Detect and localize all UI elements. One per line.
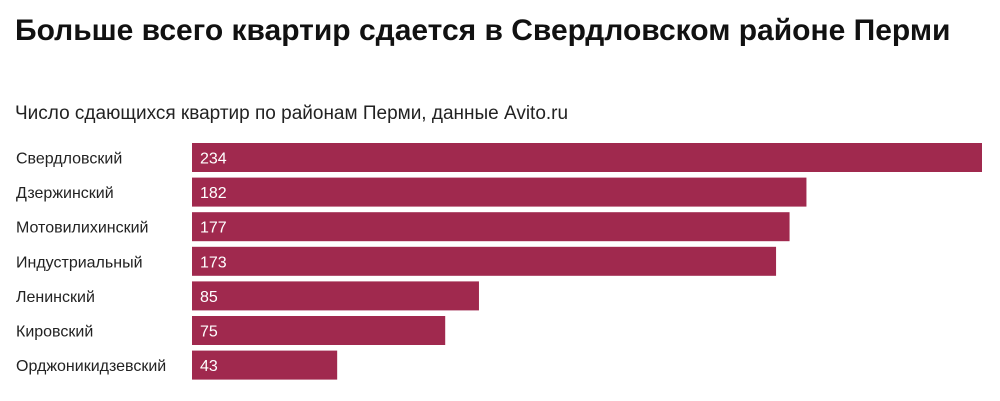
bar xyxy=(192,316,446,345)
value-label: 234 xyxy=(200,151,227,168)
value-label: 43 xyxy=(200,358,218,375)
value-label: 85 xyxy=(200,289,218,306)
category-label: Кировский xyxy=(16,324,93,341)
category-label: Орджоникидзевский xyxy=(16,358,166,375)
value-label: 182 xyxy=(200,185,227,202)
bar xyxy=(192,350,338,380)
category-label: Дзержинский xyxy=(16,185,114,202)
chart-subtitle: Число сдающихся квартир по районам Перми… xyxy=(15,103,569,124)
bar xyxy=(192,212,790,242)
bar xyxy=(192,177,807,207)
bar xyxy=(192,246,777,276)
value-label: 177 xyxy=(200,220,227,237)
category-label: Ленинский xyxy=(16,289,95,306)
value-label: 75 xyxy=(200,324,218,341)
value-label: 173 xyxy=(200,254,227,271)
chart-title: Больше всего квартир сдается в Свердловс… xyxy=(15,14,951,47)
bar xyxy=(192,281,479,311)
bar xyxy=(192,143,982,172)
category-label: Мотовилихинский xyxy=(16,220,148,237)
category-label: Свердловский xyxy=(16,151,122,168)
category-label: Индустриальный xyxy=(16,254,143,271)
